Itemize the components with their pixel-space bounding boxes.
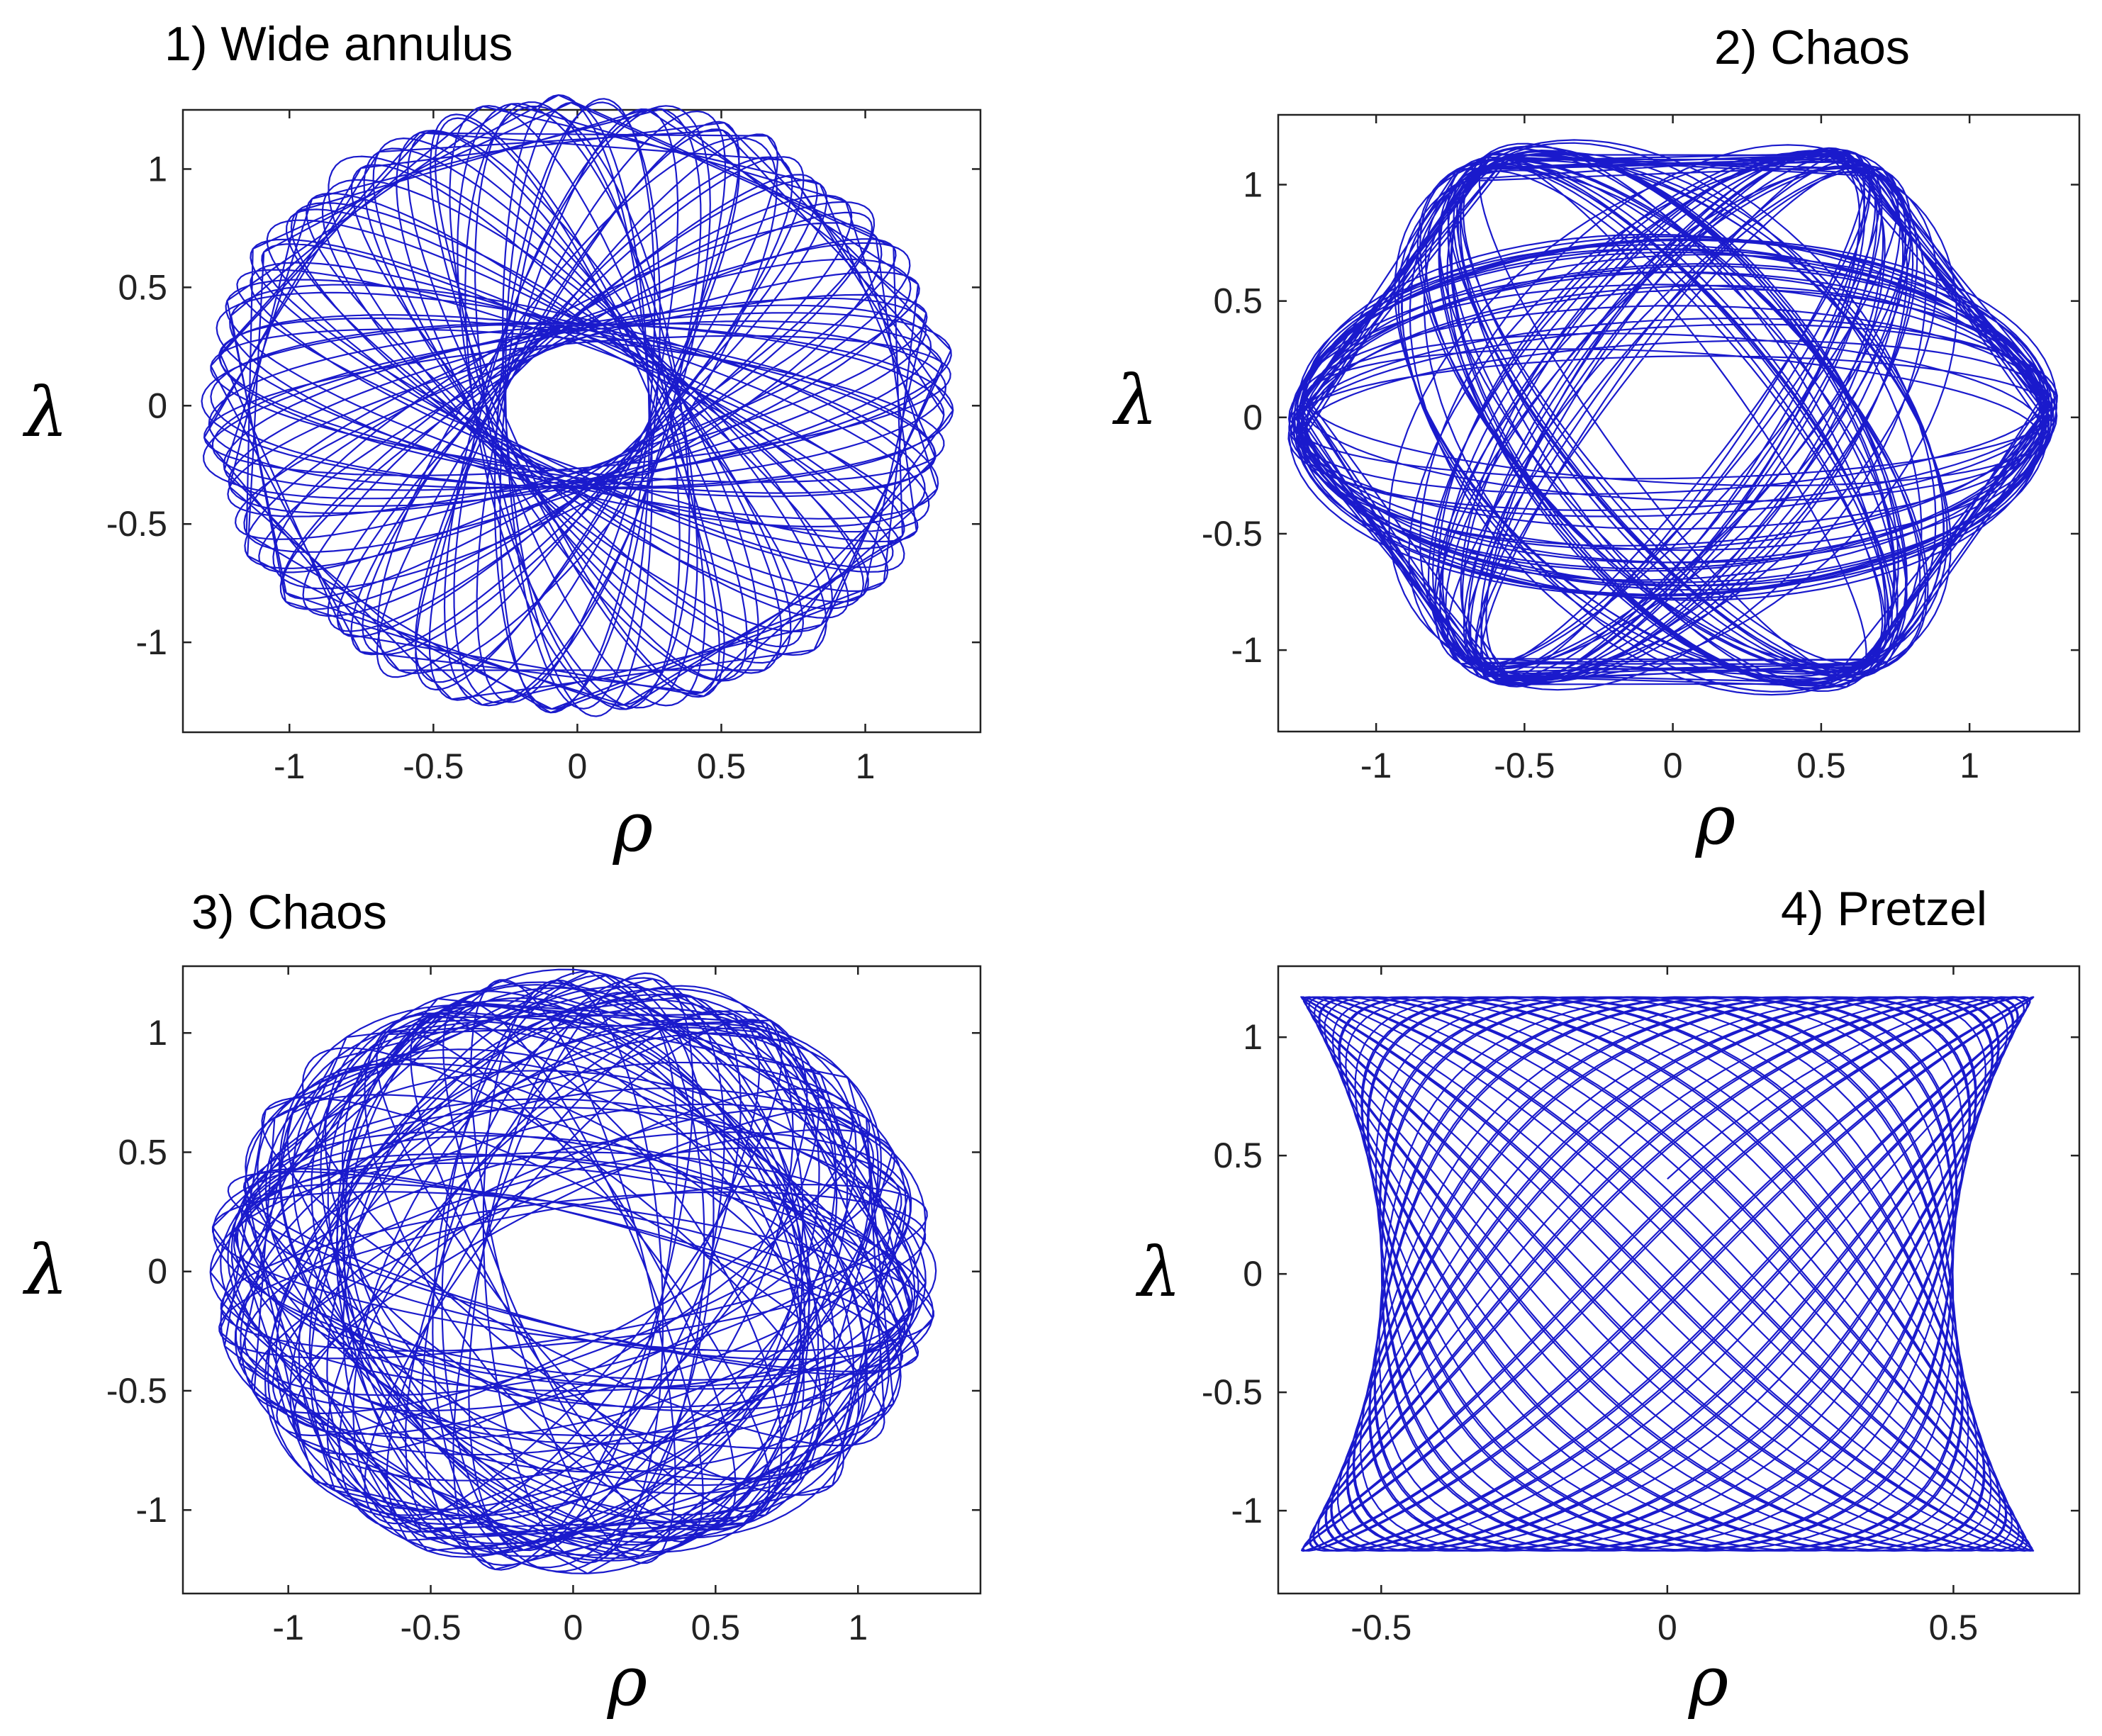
panel-1-x-axis-label: ρ — [613, 788, 653, 867]
y-tick-label: -1 — [136, 622, 167, 662]
x-tick-label: 1 — [848, 1608, 868, 1647]
panel-1: 1) Wide annulus -1 -0.5 0 0.5 1 -1 -0.5 0 0.5 1 λ… — [22, 17, 982, 867]
x-tick-label: -0.5 — [1351, 1608, 1411, 1647]
y-tick-label: -1 — [1231, 1491, 1263, 1530]
y-tick-label: 0.5 — [118, 267, 167, 307]
y-tick-label: 0 — [147, 386, 167, 425]
panel-2-y-axis-label: λ — [1112, 361, 1158, 440]
x-tick-label: 0 — [564, 1608, 583, 1647]
x-tick-label: -1 — [274, 746, 305, 786]
y-tick-label: 0 — [147, 1252, 167, 1292]
y-tick-label: 0 — [1243, 398, 1263, 437]
x-tick-label: 0.5 — [697, 746, 747, 786]
x-tick-label: 0.5 — [1929, 1608, 1979, 1647]
y-tick-label: 0.5 — [1213, 281, 1263, 321]
panel-3-ticks: -1 -0.5 0 0.5 1 -1 -0.5 0 0.5 1 — [106, 966, 980, 1647]
y-tick-label: 1 — [1243, 164, 1263, 204]
x-tick-label: -0.5 — [400, 1608, 461, 1647]
panel-3-x-axis-label: ρ — [607, 1642, 647, 1721]
y-tick-label: 0.5 — [118, 1132, 167, 1172]
x-tick-label: 0 — [568, 746, 588, 786]
x-tick-label: 0 — [1657, 1608, 1677, 1647]
panel-4-title: 4) Pretzel — [1781, 882, 1987, 936]
panel-4-ticks: -0.5 0 0.5 -1 -0.5 0 0.5 1 — [1202, 966, 2079, 1647]
y-tick-label: 1 — [147, 149, 167, 189]
trajectory-series-line — [1300, 996, 2035, 1552]
panel-1-y-axis-label: λ — [22, 373, 68, 452]
x-tick-label: 1 — [856, 746, 876, 786]
panel-1-title: 1) Wide annulus — [164, 17, 513, 71]
trajectory-series-line — [1287, 139, 2058, 696]
x-tick-label: -1 — [272, 1608, 303, 1647]
x-tick-label: 0.5 — [691, 1608, 741, 1647]
panel-2-x-axis-label: ρ — [1695, 780, 1735, 860]
panel-2: 2) Chaos -1 -0.5 0 0.5 1 -1 -0.5 0 0.5 1 λ ρ — [1112, 21, 2081, 860]
trajectory-series-line — [209, 968, 937, 1574]
panel-4: 4) Pretzel -0.5 0 0.5 -1 -0.5 0 0.5 1 λ ρ — [1135, 882, 2081, 1721]
panel-1-trajectory-group — [201, 94, 954, 717]
panel-3-title: 3) Chaos — [191, 885, 387, 939]
panel-3-y-axis-label: λ — [22, 1231, 68, 1310]
y-tick-label: 1 — [147, 1013, 167, 1053]
y-tick-label: -0.5 — [1202, 514, 1263, 554]
x-tick-label: 0.5 — [1796, 746, 1846, 785]
panel-2-title: 2) Chaos — [1714, 21, 1910, 74]
y-tick-label: 1 — [1243, 1017, 1263, 1057]
panel-4-x-axis-label: ρ — [1688, 1642, 1728, 1721]
y-tick-label: -1 — [1231, 630, 1263, 670]
x-tick-label: 1 — [1960, 746, 1979, 785]
panel-4-y-axis-label: λ — [1135, 1233, 1181, 1312]
x-tick-label: -0.5 — [1494, 746, 1555, 785]
y-tick-label: -1 — [136, 1490, 167, 1530]
x-tick-label: -0.5 — [403, 746, 464, 786]
trajectory-series-line — [201, 94, 954, 717]
x-tick-label: -1 — [1360, 746, 1392, 785]
x-tick-label: 0 — [1663, 746, 1683, 785]
y-tick-label: 0.5 — [1213, 1136, 1263, 1175]
y-tick-label: 0 — [1243, 1254, 1263, 1294]
panel-1-ticks: -1 -0.5 0 0.5 1 -1 -0.5 0 0.5 1 — [106, 110, 980, 786]
y-tick-label: -0.5 — [1202, 1372, 1263, 1412]
panel-3-trajectory-group — [209, 968, 937, 1574]
y-tick-label: -0.5 — [106, 504, 167, 544]
panel-2-trajectory-group — [1287, 139, 2058, 696]
y-tick-label: -0.5 — [106, 1371, 167, 1411]
panel-3: 3) Chaos -1 -0.5 0 0.5 1 -1 -0.5 0 0.5 1 λ ρ — [22, 885, 982, 1721]
panel-4-trajectory-group — [1300, 996, 2035, 1552]
panel-2-ticks: -1 -0.5 0 0.5 1 -1 -0.5 0 0.5 1 — [1202, 115, 2079, 785]
